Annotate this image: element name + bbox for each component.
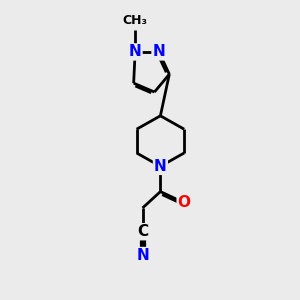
Text: N: N xyxy=(152,44,165,59)
Text: C: C xyxy=(137,224,148,239)
Text: CH₃: CH₃ xyxy=(123,14,148,27)
Text: N: N xyxy=(129,44,142,59)
Text: O: O xyxy=(178,194,191,209)
Text: N: N xyxy=(136,248,149,263)
Text: N: N xyxy=(154,159,167,174)
